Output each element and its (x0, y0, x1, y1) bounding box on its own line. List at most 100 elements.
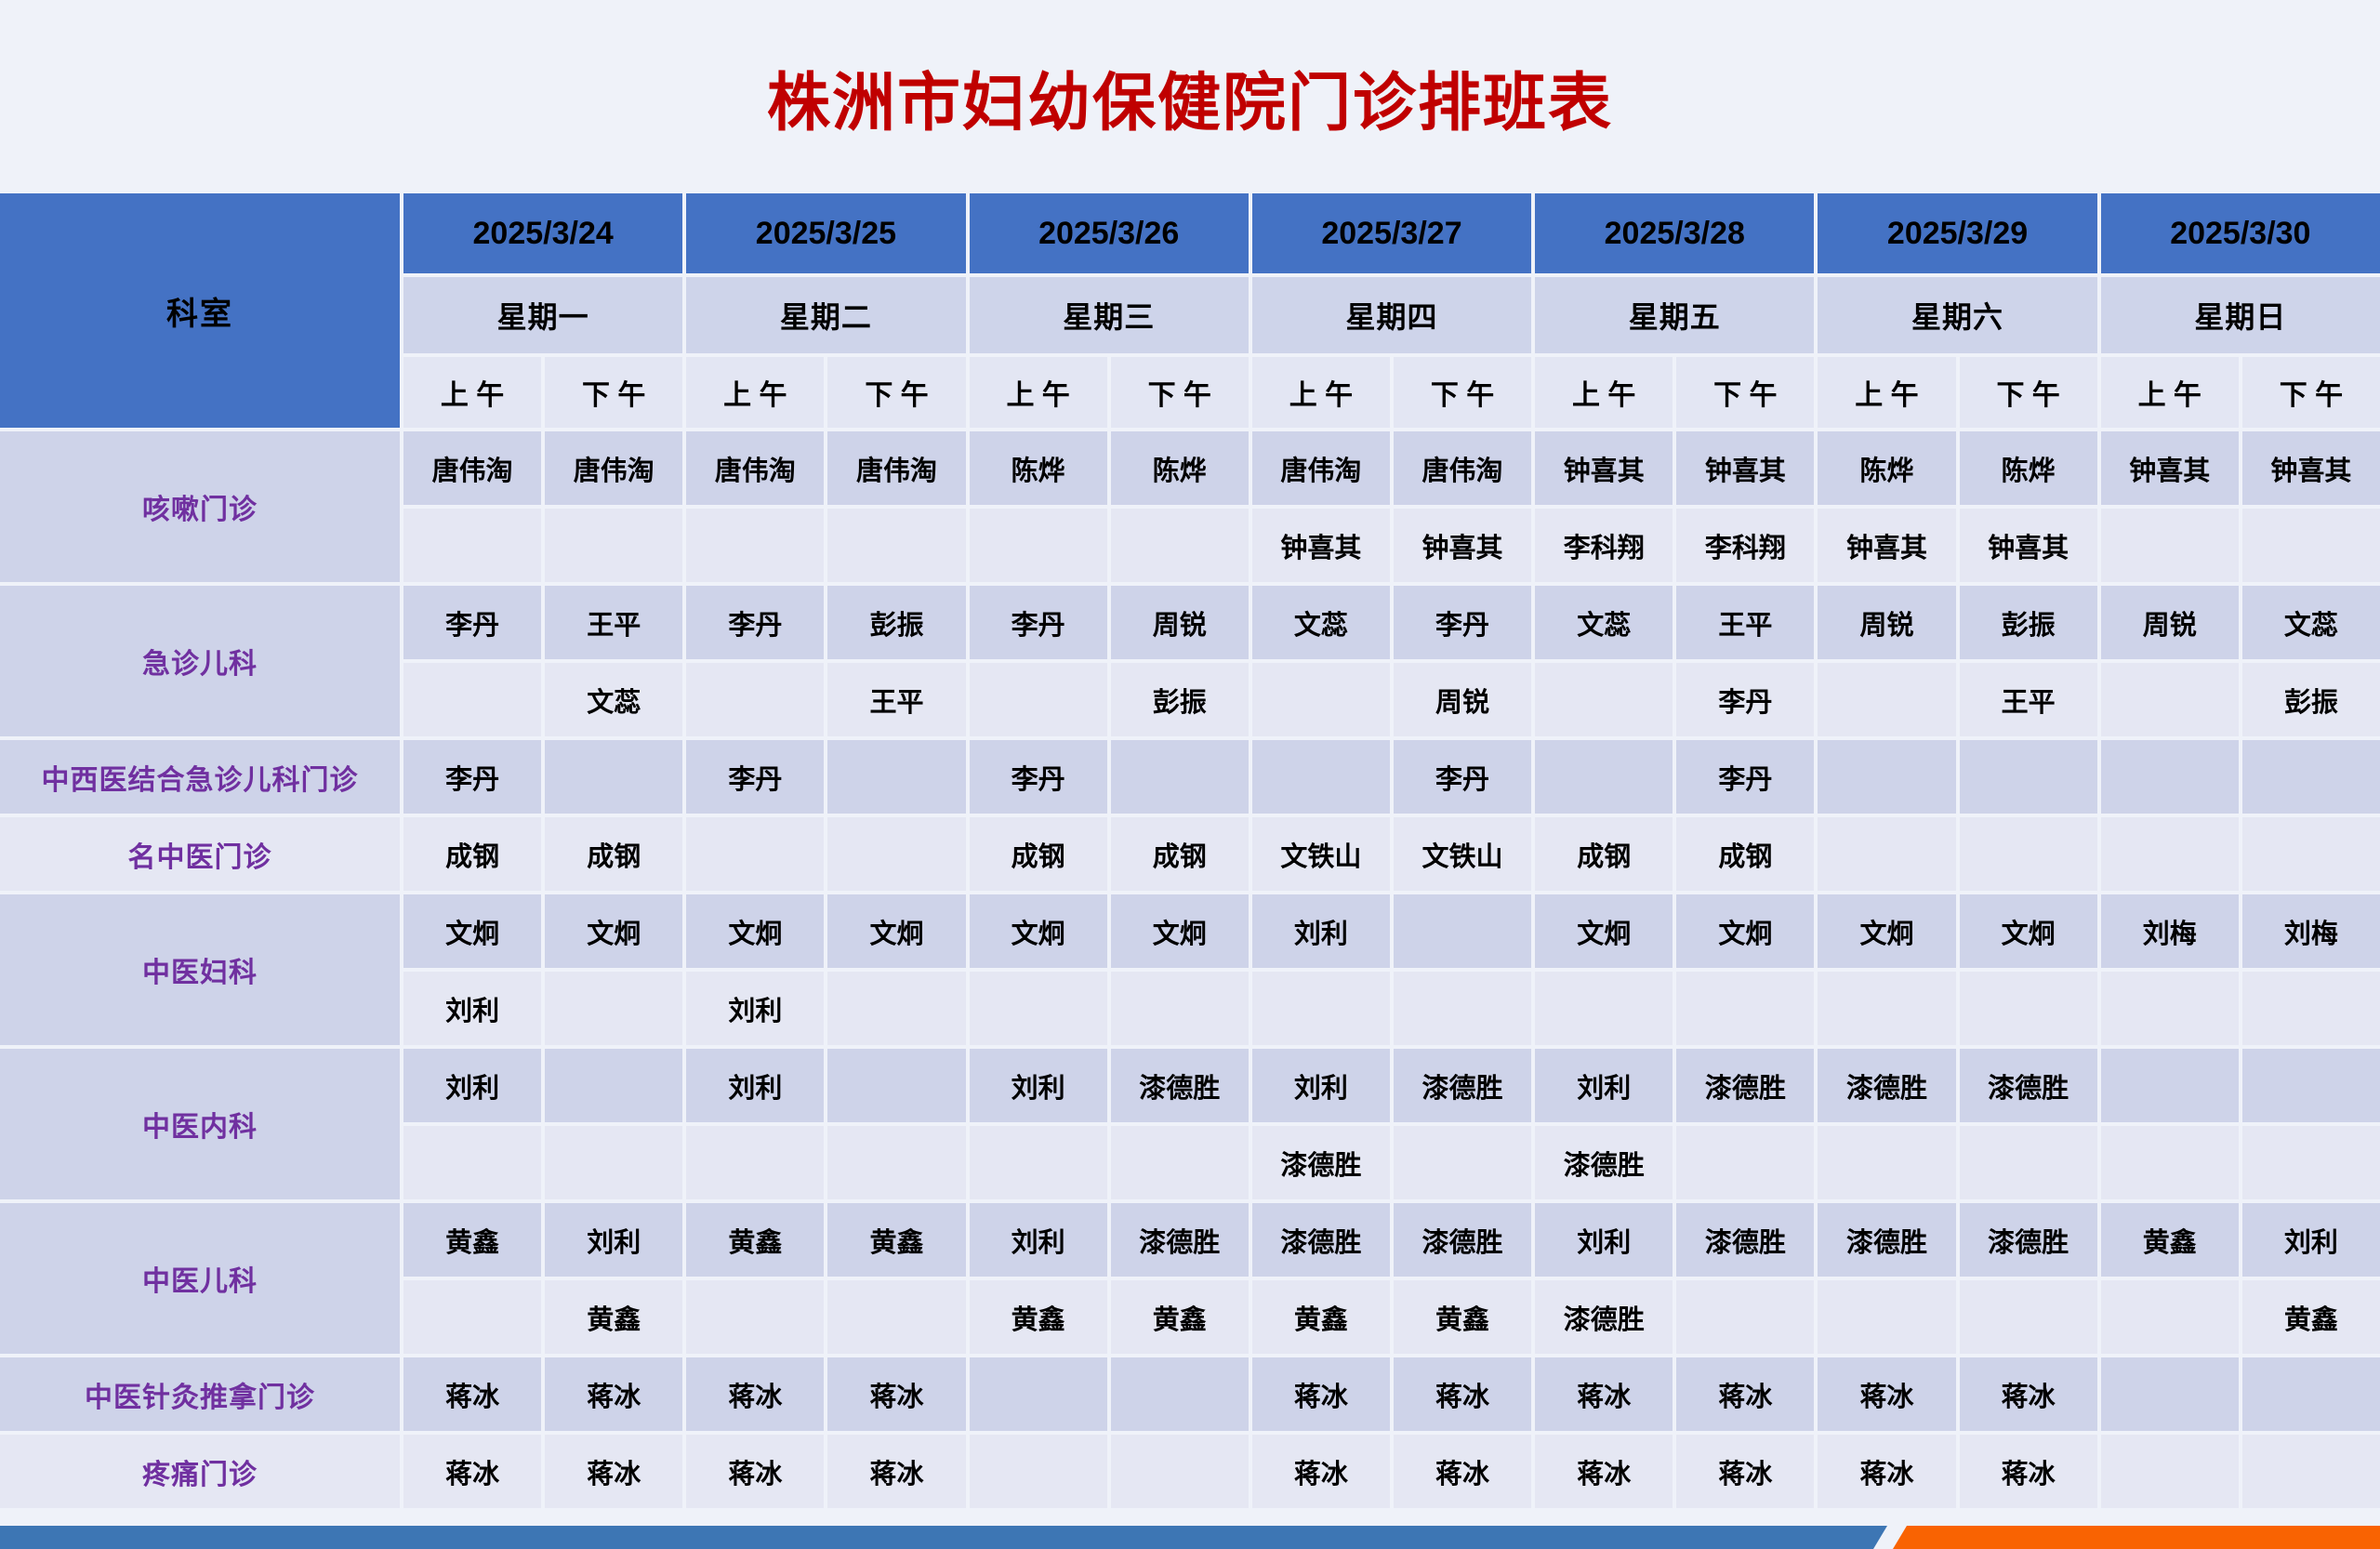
schedule-cell: 黄鑫 (1110, 1280, 1249, 1354)
schedule-cell: 文蕊 (1535, 586, 1673, 659)
schedule-cell: 刘利 (969, 1203, 1107, 1277)
department-label: 中医妇科 (0, 894, 400, 1045)
schedule-cell (827, 1049, 966, 1122)
schedule-cell (1959, 1280, 2097, 1354)
schedule-cell (827, 740, 966, 814)
date-header: 2025/3/30 (2100, 193, 2380, 273)
schedule-cell: 黄鑫 (545, 1280, 683, 1354)
pm-header: 下 午 (1959, 357, 2097, 428)
schedule-cell: 周锐 (1393, 663, 1532, 736)
schedule-cell: 钟喜其 (1535, 431, 1673, 505)
schedule-cell: 蒋冰 (827, 1435, 966, 1508)
department-label: 中西医结合急诊儿科门诊 (0, 740, 400, 814)
schedule-cell: 唐伟淘 (545, 431, 683, 505)
schedule-cell (1393, 1126, 1532, 1199)
schedule-cell (545, 1049, 683, 1122)
table-row: 中医针灸推拿门诊 蒋冰 蒋冰 蒋冰 蒋冰 蒋冰 蒋冰 蒋冰 蒋冰 蒋冰 蒋冰 (0, 1357, 2380, 1431)
pm-header: 下 午 (1393, 357, 1532, 428)
schedule-cell: 文炯 (969, 894, 1107, 968)
footer-orange-stripe (1893, 1526, 2380, 1549)
schedule-cell: 漆德胜 (1251, 1203, 1390, 1277)
schedule-cell: 漆德胜 (1110, 1203, 1249, 1277)
schedule-cell: 陈烨 (1818, 431, 1956, 505)
schedule-table-wrap: 科室 2025/3/24 2025/3/25 2025/3/26 2025/3/27 20… (0, 193, 2380, 1512)
department-label: 急诊儿科 (0, 586, 400, 736)
am-header: 上 午 (1251, 357, 1390, 428)
schedule-cell (545, 972, 683, 1045)
schedule-cell: 蒋冰 (1251, 1435, 1390, 1508)
schedule-cell: 陈烨 (1959, 431, 2097, 505)
schedule-cell: 刘利 (1251, 894, 1390, 968)
weekday-header: 星期日 (2100, 277, 2380, 353)
department-label: 疼痛门诊 (0, 1435, 400, 1508)
schedule-cell (1818, 1280, 1956, 1354)
table-row: 急诊儿科 李丹 王平 李丹 彭振 李丹 周锐 文蕊 李丹 文蕊 王平 周锐 彭振 周锐 文蕊 (0, 586, 2380, 736)
schedule-cell: 蒋冰 (545, 1435, 683, 1508)
footer-bar (0, 1526, 2380, 1549)
schedule-cell: 黄鑫 (1393, 1280, 1532, 1354)
schedule-cell (2241, 509, 2380, 582)
schedule-cell (1676, 972, 1815, 1045)
schedule-cell (403, 663, 542, 736)
schedule-cell: 蒋冰 (1535, 1435, 1673, 1508)
schedule-cell: 李丹 (969, 586, 1107, 659)
schedule-cell: 周锐 (2100, 586, 2239, 659)
schedule-cell (686, 509, 825, 582)
am-header: 上 午 (403, 357, 542, 428)
schedule-cell (1110, 972, 1249, 1045)
schedule-cell: 蒋冰 (1676, 1357, 1815, 1431)
schedule-cell: 文炯 (827, 894, 966, 968)
table-row: 刘利 刘利 (0, 972, 2380, 1045)
schedule-cell: 文蕊 (2241, 586, 2380, 659)
schedule-cell (1535, 972, 1673, 1045)
schedule-cell: 李丹 (1676, 740, 1815, 814)
schedule-cell: 文炯 (1110, 894, 1249, 968)
schedule-cell: 成钢 (1676, 817, 1815, 891)
schedule-cell: 漆德胜 (1818, 1049, 1956, 1122)
weekday-header: 星期二 (686, 277, 966, 353)
schedule-cell: 王平 (827, 663, 966, 736)
schedule-cell: 漆德胜 (1251, 1126, 1390, 1199)
schedule-cell: 黄鑫 (969, 1280, 1107, 1354)
schedule-cell: 蒋冰 (1393, 1435, 1532, 1508)
schedule-cell (1959, 817, 2097, 891)
schedule-cell (1959, 1126, 2097, 1199)
schedule-cell: 钟喜其 (1676, 431, 1815, 505)
schedule-cell: 李科翔 (1676, 509, 1815, 582)
schedule-cell: 彭振 (1959, 586, 2097, 659)
schedule-cell: 王平 (1959, 663, 2097, 736)
schedule-cell (686, 663, 825, 736)
weekday-header: 星期六 (1818, 277, 2097, 353)
schedule-cell (1535, 663, 1673, 736)
schedule-cell: 李丹 (1393, 586, 1532, 659)
schedule-cell (1818, 740, 1956, 814)
schedule-cell: 陈烨 (1110, 431, 1249, 505)
schedule-cell: 彭振 (827, 586, 966, 659)
schedule-cell: 刘利 (1535, 1049, 1673, 1122)
schedule-cell: 刘梅 (2100, 894, 2239, 968)
schedule-cell (2241, 1435, 2380, 1508)
schedule-cell: 刘利 (1535, 1203, 1673, 1277)
schedule-cell (1110, 1126, 1249, 1199)
footer-blue-stripe (0, 1526, 1887, 1549)
schedule-cell: 唐伟淘 (686, 431, 825, 505)
schedule-cell (2100, 1126, 2239, 1199)
department-label: 中医针灸推拿门诊 (0, 1357, 400, 1431)
schedule-cell: 周锐 (1818, 586, 1956, 659)
schedule-cell (1676, 1126, 1815, 1199)
table-row: 咳嗽门诊 唐伟淘 唐伟淘 唐伟淘 唐伟淘 陈烨 陈烨 唐伟淘 唐伟淘 钟喜其 钟喜其 陈烨 陈烨 钟喜其钟… (0, 431, 2380, 582)
table-row: 钟喜其 钟喜其 李科翔 李科翔 钟喜其 钟喜其 (0, 509, 2380, 582)
schedule-cell (545, 1126, 683, 1199)
schedule-cell: 钟喜其 (1818, 509, 1956, 582)
schedule-cell: 唐伟淘 (1393, 431, 1532, 505)
page-title: 株洲市妇幼保健院门诊排班表 (766, 67, 1613, 139)
schedule-cell: 蒋冰 (686, 1357, 825, 1431)
schedule-cell (969, 1126, 1107, 1199)
department-label: 咳嗽门诊 (0, 431, 400, 582)
schedule-cell: 刘梅 (2241, 894, 2380, 968)
schedule-cell (2100, 972, 2239, 1045)
schedule-cell (827, 1126, 966, 1199)
pm-header: 下 午 (2241, 357, 2380, 428)
schedule-cell (403, 1280, 542, 1354)
schedule-cell: 蒋冰 (1676, 1435, 1815, 1508)
